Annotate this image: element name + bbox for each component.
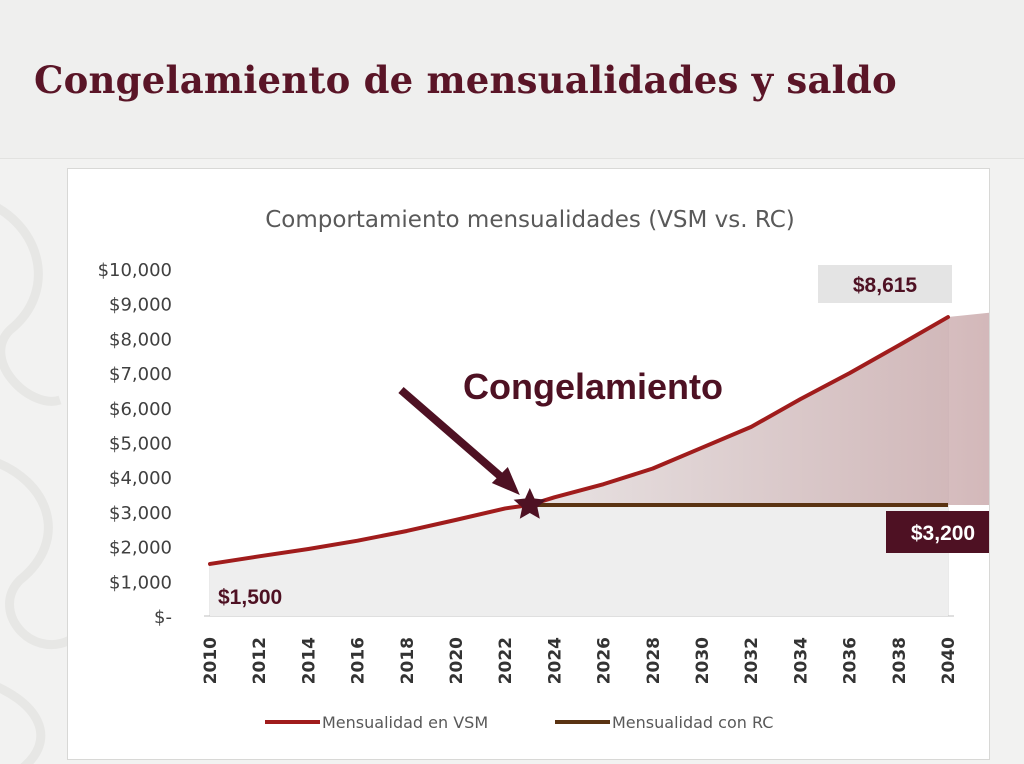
slide-title: Congelamiento de mensualidades y saldo (34, 58, 897, 102)
y-tick-label: $4,000 (109, 468, 172, 489)
freeze-label: Congelamiento (463, 366, 723, 407)
y-tick-label: $9,000 (109, 295, 172, 316)
x-tick-label: 2036 (841, 637, 861, 684)
y-tick-label: $6,000 (109, 399, 172, 420)
area-under-vsm (210, 317, 948, 616)
y-tick-label: $5,000 (109, 434, 172, 455)
y-tick-label: $3,000 (109, 503, 172, 524)
chart-panel: Comportamiento mensualidades (VSM vs. RC… (67, 168, 990, 760)
line-chart: Comportamiento mensualidades (VSM vs. RC… (98, 207, 989, 732)
difference-shaded-area (529, 312, 989, 505)
x-tick-label: 2032 (742, 637, 762, 684)
y-tick-label: $1,000 (109, 572, 172, 593)
x-tick-label: 2022 (496, 637, 516, 684)
decorative-pattern (0, 204, 70, 764)
arrow-head-icon (491, 466, 520, 495)
x-tick-label: 2018 (398, 637, 418, 684)
end-rc-value-label: $3,200 (911, 522, 975, 545)
x-axis: 2010 2012 2014 2016 2018 2020 2022 2024 2026 2028… (201, 637, 959, 684)
series-line-vsm (208, 315, 950, 566)
x-tick-label: 2034 (791, 637, 811, 684)
x-tick-label: 2038 (890, 637, 910, 684)
end-vsm-value-label: $8,615 (853, 274, 918, 297)
x-tick-label: 2012 (250, 637, 270, 684)
x-tick-label: 2040 (939, 637, 959, 684)
chart-annotations: Congelamiento $1,500 $8,615 $3,200 (218, 265, 989, 609)
y-tick-label: $10,000 (98, 260, 172, 281)
legend-label-rc: Mensualidad con RC (612, 713, 773, 732)
arrow-shaft (398, 386, 509, 484)
legend-label-vsm: Mensualidad en VSM (322, 713, 488, 732)
end-rc-callout-box (886, 511, 989, 553)
x-tick-label: 2016 (349, 637, 369, 684)
chart-legend: Mensualidad en VSM Mensualidad con RC (265, 713, 773, 732)
x-tick-label: 2010 (201, 637, 221, 684)
x-tick-label: 2020 (447, 637, 467, 684)
chart-title: Comportamiento mensualidades (VSM vs. RC… (265, 207, 795, 233)
x-tick-label: 2014 (299, 637, 319, 684)
y-tick-label: $7,000 (109, 364, 172, 385)
chart-shaded-areas (210, 312, 989, 616)
chart-series (208, 315, 950, 566)
y-tick-label: $- (154, 607, 172, 628)
x-tick-label: 2024 (545, 637, 565, 684)
slide-header: Congelamiento de mensualidades y saldo (0, 0, 1024, 159)
end-vsm-callout-box (818, 265, 952, 303)
y-tick-label: $2,000 (109, 538, 172, 559)
y-axis: $- $1,000 $2,000 $3,000 $4,000 $5,000 $6,000 $7… (98, 260, 172, 628)
start-value-label: $1,500 (218, 586, 282, 609)
x-tick-label: 2028 (644, 637, 664, 684)
x-tick-label: 2030 (693, 637, 713, 684)
y-tick-label: $8,000 (109, 329, 172, 350)
freeze-star-icon (513, 488, 546, 519)
x-tick-label: 2026 (595, 637, 615, 684)
